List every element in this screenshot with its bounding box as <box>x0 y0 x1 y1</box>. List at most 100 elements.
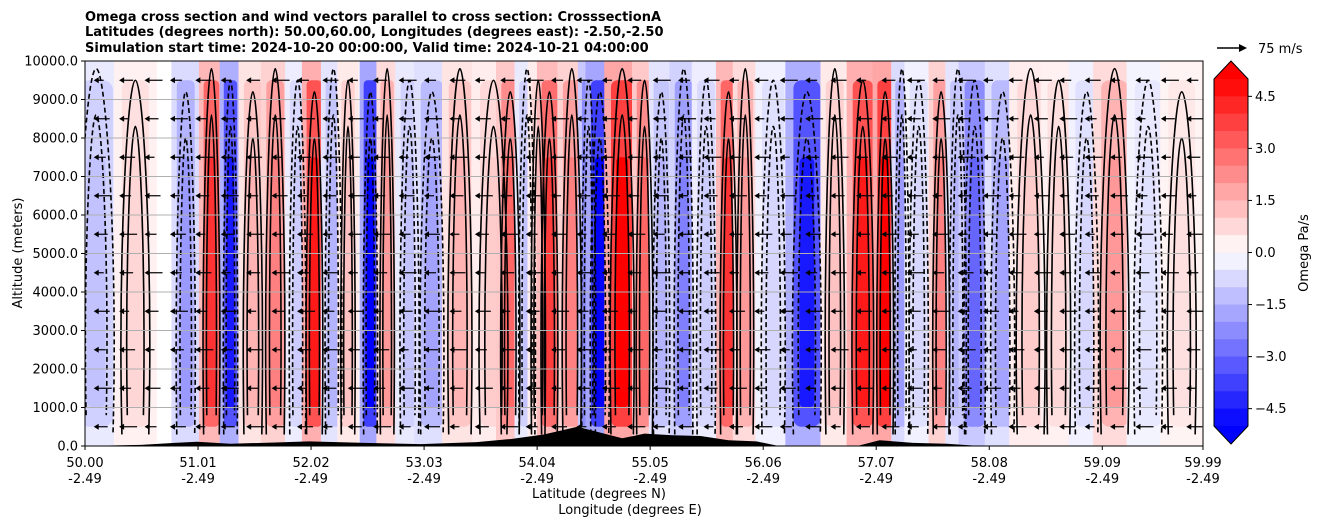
wind-vector-head <box>1033 154 1039 161</box>
wind-vector-head <box>551 231 557 238</box>
wind-vector-head <box>449 192 455 199</box>
wind-vector-head <box>474 192 480 199</box>
omega-band-core <box>829 157 840 408</box>
wind-vector-head <box>322 115 328 122</box>
wind-vector-head <box>1135 231 1141 238</box>
wind-vector-head <box>678 115 684 122</box>
wind-vector-head <box>728 154 734 161</box>
wind-vector-head <box>627 423 633 430</box>
quiver-key: 75 m/s <box>1217 42 1303 57</box>
wind-vector-head <box>805 423 811 430</box>
omega-contour-line <box>638 125 651 416</box>
wind-vector-head <box>424 115 430 122</box>
omega-contour-line <box>179 137 193 416</box>
omega-contour-line <box>655 137 668 416</box>
wind-vector-head <box>830 77 836 84</box>
wind-vector-head <box>398 308 404 315</box>
omega-contour-line <box>828 114 842 416</box>
wind-vector-head <box>1008 77 1014 84</box>
omega-contour-line <box>402 125 417 416</box>
wind-vector-head <box>601 192 607 199</box>
wind-vector-head <box>347 385 353 392</box>
colorbar-tick-label: −1.5 <box>1255 298 1287 313</box>
wind-vector-head <box>678 77 684 84</box>
wind-vector-head <box>1084 192 1090 199</box>
wind-vector-head <box>1084 385 1090 392</box>
wind-vector-head <box>93 192 99 199</box>
colorbar-tick-label: 0.0 <box>1255 246 1276 261</box>
wind-vector-head <box>398 423 404 430</box>
colorbar-segment <box>1214 391 1248 410</box>
omega-band-core <box>545 157 554 408</box>
wind-vector-head <box>906 192 912 199</box>
wind-vector-head <box>881 115 887 122</box>
wind-vector-head <box>474 77 480 84</box>
omega-band-core <box>226 157 235 408</box>
omega-contour-line <box>1050 125 1067 416</box>
wind-vector-head <box>449 269 455 276</box>
wind-vector-head <box>169 385 175 392</box>
wind-vector-head <box>703 269 709 276</box>
omega-contour-line <box>855 125 871 416</box>
title-line-2: Latitudes (degrees north): 50.00,60.00, … <box>85 25 664 40</box>
wind-vector-head <box>703 308 709 315</box>
wind-vector-head <box>678 385 684 392</box>
wind-vector-head <box>271 77 277 84</box>
omega-band-core <box>799 157 815 408</box>
wind-vector-head <box>169 269 175 276</box>
wind-vector-head <box>805 308 811 315</box>
wind-vector-head <box>195 154 201 161</box>
wind-vector-head <box>1135 308 1141 315</box>
wind-vector-head <box>881 385 887 392</box>
y-tick-label: 3000.0 <box>33 324 79 339</box>
wind-vector-head <box>195 308 201 315</box>
wind-vector-head <box>246 231 252 238</box>
omega-band-core <box>329 157 338 408</box>
omega-contour-line <box>242 90 264 435</box>
wind-vector-head <box>906 154 912 161</box>
colorbar-tick-label: 4.5 <box>1255 90 1276 105</box>
wind-vector-head <box>195 192 201 199</box>
omega-band-core <box>425 157 439 408</box>
x-tick-label-lat: 56.06 <box>745 456 782 471</box>
wind-vector-head <box>1008 385 1014 392</box>
wind-vector-head <box>246 154 252 161</box>
omega-band-core <box>767 157 780 408</box>
wind-vector-head <box>347 192 353 199</box>
colorbar-segment <box>1214 339 1248 358</box>
wind-vector-head <box>474 269 480 276</box>
wind-vector-head <box>93 269 99 276</box>
wind-vector-head <box>1084 77 1090 84</box>
omega-contour-line <box>967 125 982 416</box>
wind-vector-head <box>1008 115 1014 122</box>
wind-vector-head <box>754 269 760 276</box>
x-tick-label-lat: 59.99 <box>1184 456 1221 471</box>
wind-vector-head <box>652 192 658 199</box>
wind-vector-head <box>1033 231 1039 238</box>
wind-vector-head <box>449 231 455 238</box>
omega-contour-line <box>362 90 379 435</box>
wind-vector-head <box>601 231 607 238</box>
wind-vector-head <box>652 423 658 430</box>
wind-vector-head <box>678 346 684 353</box>
wind-vector-head <box>195 269 201 276</box>
wind-vector-head <box>424 308 430 315</box>
wind-vector-head <box>601 308 607 315</box>
wind-vector-head <box>1033 346 1039 353</box>
wind-vector-head <box>551 192 557 199</box>
wind-vector-head <box>805 346 811 353</box>
wind-vector-head <box>449 385 455 392</box>
wind-vector-head <box>1110 423 1116 430</box>
wind-vector-head <box>957 346 963 353</box>
wind-vector-head <box>296 77 302 84</box>
omega-contour-line <box>589 90 611 435</box>
omega-contour-line <box>565 114 579 416</box>
omega-contour-line <box>365 137 376 416</box>
wind-vector-head <box>1110 192 1116 199</box>
colorbar-segment <box>1214 321 1248 340</box>
wind-vector-head <box>1033 115 1039 122</box>
omega-contour-line <box>896 114 908 416</box>
wind-vector-head <box>144 77 150 84</box>
wind-vector-head <box>779 385 785 392</box>
wind-vector-head <box>93 115 99 122</box>
